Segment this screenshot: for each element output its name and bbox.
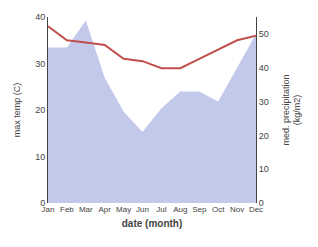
svg-text:30: 30 (259, 97, 269, 107)
svg-text:med. precipitation(kg/m2): med. precipitation(kg/m2) (281, 74, 303, 145)
svg-text:Aug: Aug (173, 205, 187, 214)
svg-text:May: May (116, 205, 131, 214)
svg-text:Dec: Dec (249, 205, 263, 214)
svg-text:Jun: Jun (136, 205, 149, 214)
svg-text:10: 10 (35, 152, 45, 162)
svg-text:0: 0 (259, 198, 264, 208)
svg-text:40: 40 (259, 63, 269, 73)
svg-text:Apr: Apr (99, 205, 112, 214)
svg-text:30: 30 (35, 59, 45, 69)
svg-text:max temp (C): max temp (C) (12, 83, 22, 138)
svg-text:date (month): date (month) (122, 218, 183, 229)
svg-text:Feb: Feb (60, 205, 74, 214)
svg-text:20: 20 (35, 105, 45, 115)
svg-text:40: 40 (35, 12, 45, 22)
svg-text:0: 0 (40, 198, 45, 208)
svg-text:Jan: Jan (42, 205, 55, 214)
svg-text:Nov: Nov (230, 205, 244, 214)
svg-text:Oct: Oct (212, 205, 225, 214)
svg-text:20: 20 (259, 131, 269, 141)
svg-text:10: 10 (259, 164, 269, 174)
svg-text:Mar: Mar (79, 205, 93, 214)
svg-text:Sep: Sep (192, 205, 207, 214)
svg-text:Jul: Jul (156, 205, 166, 214)
svg-text:50: 50 (259, 29, 269, 39)
